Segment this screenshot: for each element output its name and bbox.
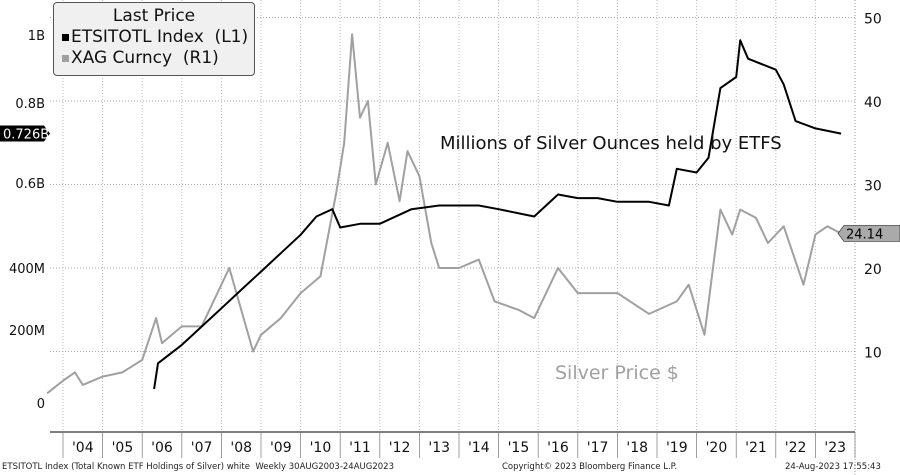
legend-label: ETSITOTL Index (L1) bbox=[71, 27, 249, 47]
x-tick-label: '22 bbox=[785, 440, 807, 456]
legend-item-etf: ETSITOTL Index (L1) bbox=[54, 27, 254, 48]
x-tick-label: '09 bbox=[270, 440, 292, 456]
x-tick-label: '21 bbox=[745, 440, 767, 456]
x-tick-label: '14 bbox=[468, 440, 490, 456]
right-tick-label: 40 bbox=[864, 95, 882, 111]
x-tick-label: '19 bbox=[666, 440, 688, 456]
x-tick-label: '18 bbox=[626, 440, 648, 456]
left-tick-label: 0 bbox=[37, 397, 45, 412]
footer-copyright: Copyright© 2023 Bloomberg Finance L.P. bbox=[502, 462, 678, 472]
right-tick-label: 30 bbox=[864, 179, 882, 195]
left-tick-label: 200M bbox=[9, 324, 45, 339]
x-tick-label: '05 bbox=[112, 440, 134, 456]
legend-title: Last Price bbox=[112, 6, 196, 26]
footer-timestamp: 24-Aug-2023 17:55:43 bbox=[785, 462, 881, 472]
x-tick-label: '15 bbox=[508, 440, 530, 456]
legend-item-silver: XAG Curncy (R1) bbox=[54, 48, 254, 69]
x-tick-label: '23 bbox=[824, 440, 846, 456]
last-value-tag-right-text: 24.14 bbox=[846, 227, 883, 242]
footer-source: ETSITOTL Index (Total Known ETF Holdings… bbox=[2, 462, 394, 472]
last-value-tag-left bbox=[0, 125, 50, 142]
left-tick-label: 1B bbox=[28, 29, 45, 44]
right-tick-label: 10 bbox=[864, 346, 882, 362]
x-tick-label: '12 bbox=[389, 440, 411, 456]
series-line-silver-price bbox=[46, 33, 842, 395]
x-tick-label: '04 bbox=[72, 440, 94, 456]
left-tick-label: 400M bbox=[9, 262, 45, 277]
x-tick-label: '07 bbox=[191, 440, 213, 456]
x-tick-label: '06 bbox=[151, 440, 173, 456]
legend-swatch-black bbox=[62, 33, 69, 41]
annotation-silver: Silver Price $ bbox=[555, 362, 679, 384]
x-tick-label: '10 bbox=[310, 440, 332, 456]
legend-label: XAG Curncy (R1) bbox=[71, 48, 219, 68]
right-tick-label: 20 bbox=[864, 262, 882, 278]
x-tick-label: '13 bbox=[428, 440, 450, 456]
last-value-tag-left-text: 0.726B bbox=[3, 128, 49, 143]
legend-swatch-gray bbox=[62, 54, 69, 62]
left-tick-label: 0.8B bbox=[15, 97, 45, 112]
x-tick-label: '20 bbox=[706, 440, 728, 456]
annotation-etf: Millions of Silver Ounces held by ETFS bbox=[440, 133, 782, 154]
legend: Last Price ETSITOTL Index (L1) XAG Curnc… bbox=[53, 2, 255, 76]
left-tick-label: 0.6B bbox=[15, 177, 45, 192]
x-tick-label: '11 bbox=[349, 440, 371, 456]
x-tick-label: '16 bbox=[547, 440, 569, 456]
x-tick-label: '08 bbox=[230, 440, 252, 456]
series-line-etf-holdings bbox=[153, 39, 842, 390]
x-tick-label: '17 bbox=[587, 440, 609, 456]
right-tick-label: 50 bbox=[864, 12, 882, 28]
last-value-tag-right bbox=[837, 225, 900, 242]
